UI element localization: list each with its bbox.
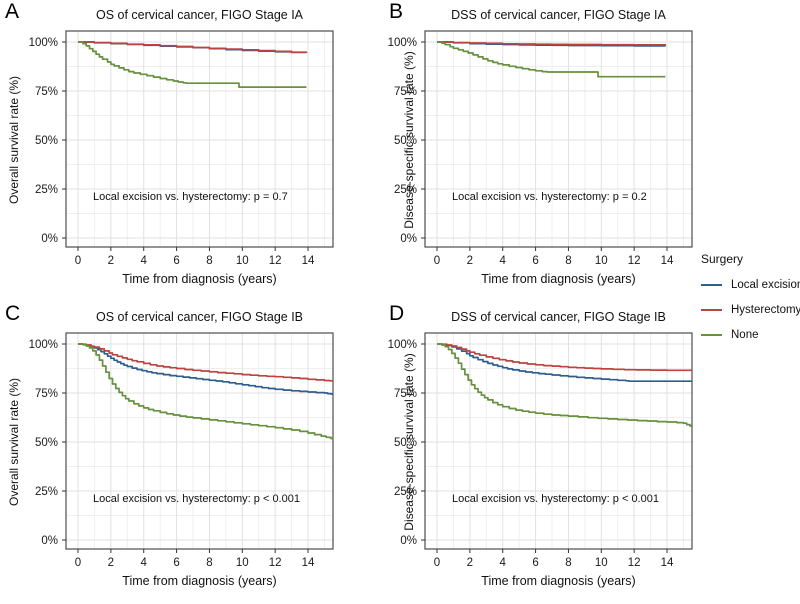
panel-a-title: OS of cervical cancer, FIGO Stage IA [95, 8, 304, 22]
legend-label: Local excision [731, 279, 800, 291]
panel-d: D DSS of cervical cancer, FIGO Stage IB … [359, 302, 751, 604]
panel-a-plot-area: 0 2 4 6 8 10 12 14 0% 25% 50% 75% 100% [29, 30, 334, 267]
legend-item-local-excision: Local excision [701, 279, 800, 291]
svg-text:25%: 25% [35, 486, 58, 498]
svg-text:50%: 50% [35, 437, 58, 449]
legend-item-hysterectomy: Hysterectomy [701, 304, 800, 316]
svg-text:12: 12 [628, 255, 641, 267]
svg-text:50%: 50% [35, 135, 58, 147]
svg-text:100%: 100% [29, 339, 58, 351]
svg-text:6: 6 [532, 557, 538, 569]
svg-text:75%: 75% [394, 86, 417, 98]
svg-text:10: 10 [236, 255, 249, 267]
svg-text:0: 0 [434, 557, 440, 569]
legend-label: Hysterectomy [731, 304, 800, 316]
svg-text:0%: 0% [400, 535, 417, 547]
svg-text:6: 6 [173, 557, 179, 569]
panel-c: C OS of cervical cancer, FIGO Stage IB O… [0, 302, 392, 604]
svg-text:0: 0 [75, 255, 81, 267]
panel-d-pvalue-annotation: Local excision vs. hysterectomy: p < 0.0… [452, 493, 659, 505]
panel-d-letter: D [389, 302, 405, 325]
svg-text:6: 6 [173, 255, 179, 267]
svg-text:0%: 0% [41, 535, 58, 547]
svg-text:4: 4 [141, 557, 148, 569]
hysterectomy-line-swatch [701, 308, 722, 312]
svg-text:8: 8 [206, 557, 212, 569]
panel-b: B DSS of cervical cancer, FIGO Stage IA … [359, 0, 751, 302]
svg-text:4: 4 [500, 255, 507, 267]
svg-text:0%: 0% [400, 233, 417, 245]
svg-text:100%: 100% [388, 339, 417, 351]
svg-text:2: 2 [467, 255, 473, 267]
svg-text:0: 0 [434, 255, 440, 267]
svg-text:0%: 0% [41, 233, 58, 245]
svg-text:14: 14 [302, 255, 315, 267]
svg-text:2: 2 [108, 557, 114, 569]
svg-text:12: 12 [269, 557, 282, 569]
svg-text:12: 12 [628, 557, 641, 569]
svg-text:0: 0 [75, 557, 81, 569]
panel-c-pvalue-annotation: Local excision vs. hysterectomy: p < 0.0… [93, 493, 300, 505]
svg-text:8: 8 [565, 557, 571, 569]
legend-title: Surgery [701, 252, 744, 266]
svg-text:75%: 75% [35, 86, 58, 98]
legend-item-none: None [701, 329, 800, 341]
legend-label: None [731, 329, 759, 341]
svg-text:14: 14 [661, 255, 674, 267]
svg-text:8: 8 [206, 255, 212, 267]
panel-c-letter: C [5, 302, 21, 325]
svg-text:25%: 25% [394, 184, 417, 196]
svg-text:4: 4 [500, 557, 507, 569]
panel-a: A OS of cervical cancer, FIGO Stage IA O… [0, 0, 392, 302]
panel-c-x-axis-label: Time from diagnosis (years) [122, 574, 277, 588]
panel-d-plot-area: 0 2 4 6 8 10 12 14 0% 25% 50% 75% 100% [388, 332, 693, 569]
svg-text:10: 10 [595, 557, 608, 569]
panel-d-title: DSS of cervical cancer, FIGO Stage IB [451, 310, 666, 324]
svg-text:2: 2 [467, 557, 473, 569]
panel-b-title: DSS of cervical cancer, FIGO Stage IA [451, 8, 666, 22]
svg-text:10: 10 [595, 255, 608, 267]
svg-text:100%: 100% [29, 37, 58, 49]
local-excision-line-swatch [701, 283, 722, 287]
panel-b-pvalue-annotation: Local excision vs. hysterectomy: p = 0.2 [452, 191, 647, 203]
svg-text:100%: 100% [388, 37, 417, 49]
panel-c-title: OS of cervical cancer, FIGO Stage IB [95, 310, 304, 324]
panel-d-x-axis-label: Time from diagnosis (years) [481, 574, 636, 588]
panel-b-plot-area: 0 2 4 6 8 10 12 14 0% 25% 50% 75% 100% [388, 30, 693, 267]
none-line-swatch [701, 333, 722, 337]
svg-text:14: 14 [302, 557, 315, 569]
svg-text:75%: 75% [394, 388, 417, 400]
svg-text:75%: 75% [35, 388, 58, 400]
svg-text:6: 6 [532, 255, 538, 267]
svg-text:50%: 50% [394, 437, 417, 449]
svg-text:4: 4 [141, 255, 148, 267]
panel-a-x-axis-label: Time from diagnosis (years) [122, 272, 277, 286]
svg-text:14: 14 [661, 557, 674, 569]
svg-text:25%: 25% [35, 184, 58, 196]
panel-c-plot-area: 0 2 4 6 8 10 12 14 0% 25% 50% 75% 100% [29, 332, 334, 569]
panel-b-letter: B [389, 0, 404, 23]
svg-text:2: 2 [108, 255, 114, 267]
svg-text:50%: 50% [394, 135, 417, 147]
panel-a-pvalue-annotation: Local excision vs. hysterectomy: p = 0.7 [93, 191, 288, 203]
svg-text:25%: 25% [394, 486, 417, 498]
svg-text:12: 12 [269, 255, 282, 267]
panel-a-letter: A [5, 0, 20, 23]
panel-b-x-axis-label: Time from diagnosis (years) [481, 272, 636, 286]
surgery-legend: Surgery Local excision Hysterectomy None [701, 252, 800, 341]
svg-text:8: 8 [565, 255, 571, 267]
svg-text:10: 10 [236, 557, 249, 569]
